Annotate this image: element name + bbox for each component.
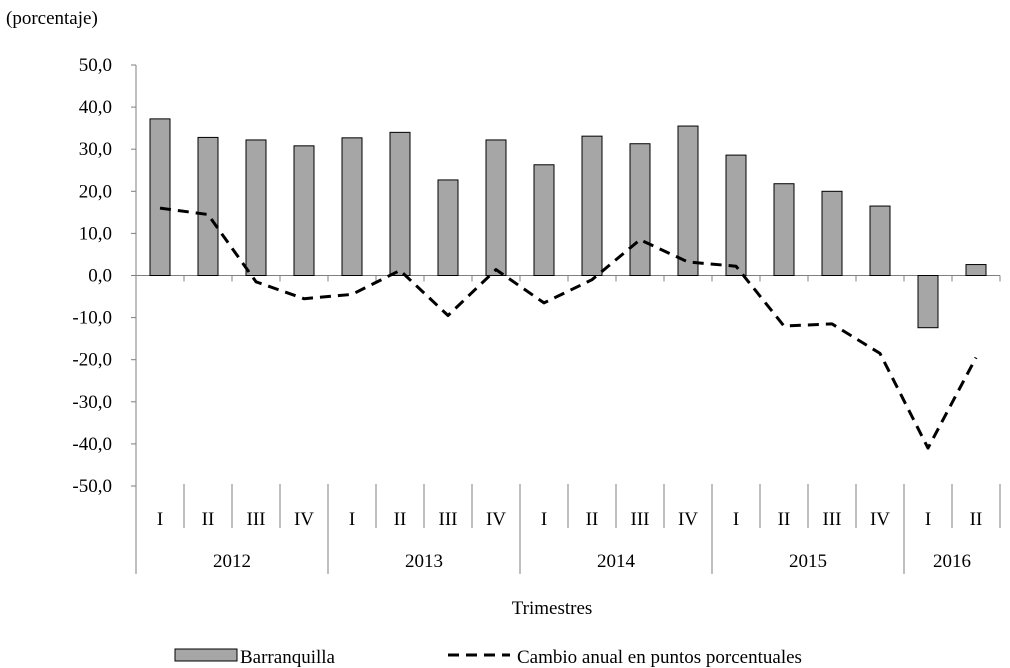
bar [725, 154, 747, 276]
x-tick-label: I [925, 509, 931, 530]
x-axis-title: Trimestres [512, 598, 593, 619]
x-tick-label: II [394, 509, 407, 530]
y-tick-label: -50,0 [72, 476, 112, 497]
legend-label-cambio-anual: Cambio anual en puntos porcentuales [517, 647, 802, 668]
x-tick-label: IV [294, 509, 314, 530]
bar [437, 179, 459, 276]
bar [677, 125, 699, 276]
bar [389, 131, 411, 276]
legend-swatch-barranquilla [174, 648, 238, 662]
bar [149, 118, 171, 276]
x-tick-label: III [631, 509, 650, 530]
bar [869, 205, 891, 276]
year-label: 2016 [933, 551, 971, 572]
x-tick-label: III [439, 509, 458, 530]
y-tick-label: -20,0 [72, 350, 112, 371]
line-series-cambio-anual [159, 206, 978, 450]
bar [773, 183, 795, 276]
x-tick-label: II [778, 509, 791, 530]
year-label: 2013 [405, 551, 443, 572]
y-tick-label: 30,0 [79, 139, 112, 160]
bar [293, 145, 315, 276]
x-tick-label: IV [486, 509, 506, 530]
x-tick-label: IV [870, 509, 890, 530]
x-tick-label: I [157, 509, 163, 530]
x-tick-label: III [247, 509, 266, 530]
year-label: 2015 [789, 551, 827, 572]
y-tick-label: 0,0 [88, 266, 112, 287]
bar [533, 164, 555, 276]
x-tick-label: II [202, 509, 215, 530]
year-label: 2012 [213, 551, 251, 572]
bar [197, 136, 219, 276]
x-tick-label: IV [678, 509, 698, 530]
y-tick-label: 50,0 [79, 55, 112, 76]
x-tick-label: I [349, 509, 355, 530]
bar [821, 190, 843, 276]
x-tick-label: II [970, 509, 983, 530]
bar [581, 135, 603, 276]
x-tick-label: I [541, 509, 547, 530]
year-label: 2014 [597, 551, 636, 572]
y-tick-label: -30,0 [72, 392, 112, 413]
y-tick-label: 40,0 [79, 97, 112, 118]
x-tick-label: II [586, 509, 599, 530]
bar [917, 275, 939, 329]
x-tick-label: III [823, 509, 842, 530]
unit-label: (porcentaje) [6, 8, 98, 29]
y-tick-label: -40,0 [72, 434, 112, 455]
y-tick-label: -10,0 [72, 308, 112, 329]
x-tick-label: I [733, 509, 739, 530]
bar [965, 264, 987, 276]
y-tick-label: 20,0 [79, 181, 112, 202]
bar [245, 139, 267, 276]
bar [341, 137, 363, 276]
y-tick-label: 10,0 [79, 223, 112, 244]
legend-label-barranquilla: Barranquilla [240, 647, 336, 668]
bar [485, 139, 507, 276]
bar [629, 143, 651, 276]
